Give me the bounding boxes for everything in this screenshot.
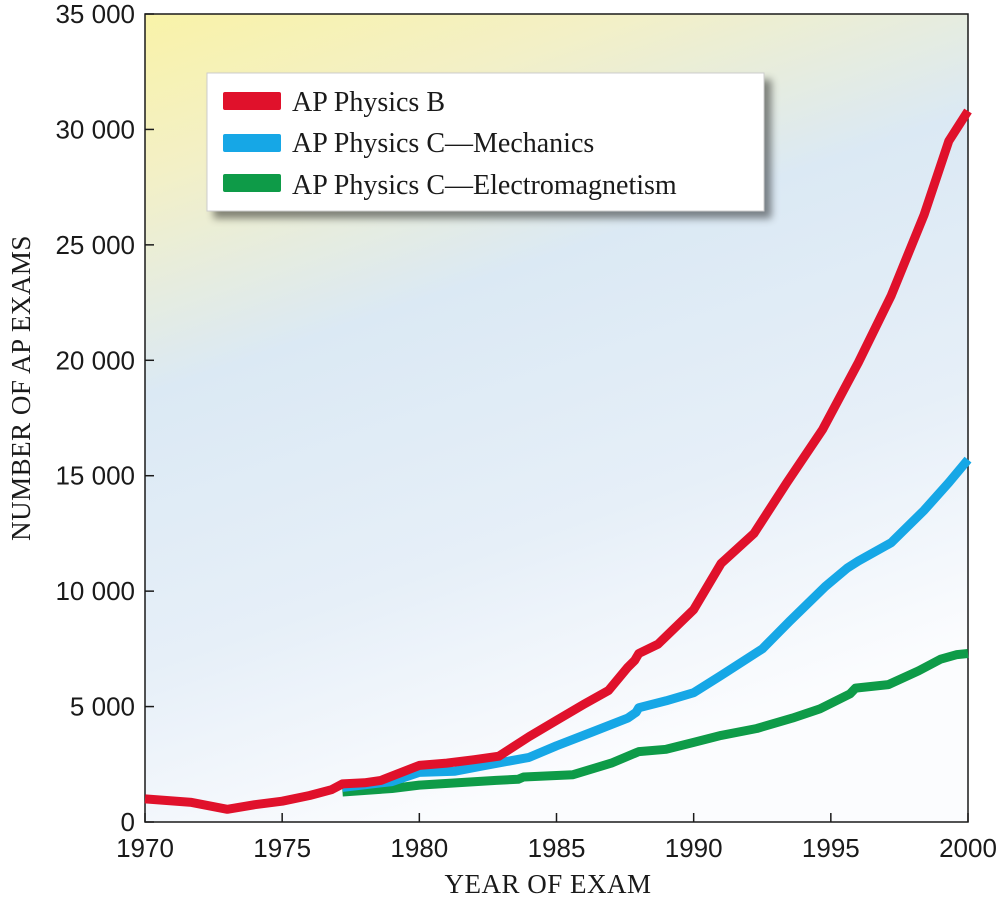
x-tick-label: 1995 bbox=[802, 833, 860, 863]
series-line-physics-b bbox=[144, 108, 972, 814]
y-axis-title: NUMBER OF AP EXAMS bbox=[6, 235, 36, 541]
y-tick-label: 5 000 bbox=[70, 692, 135, 722]
y-tick-label: 15 000 bbox=[55, 461, 135, 491]
x-tick-label: 1975 bbox=[253, 833, 311, 863]
legend-label-physics-c-mechanics: AP Physics C—Mechanics bbox=[292, 128, 594, 159]
x-tick-label: 1990 bbox=[665, 833, 723, 863]
x-tick-label: 1985 bbox=[528, 833, 586, 863]
series-line-physics-c-electromagnetism bbox=[342, 649, 969, 797]
legend: AP Physics B AP Physics C—Mechanics AP P… bbox=[206, 72, 765, 212]
legend-swatch-physics-c-electromagnetism bbox=[223, 174, 281, 192]
legend-swatch-physics-b bbox=[223, 92, 281, 110]
y-tick-label: 35 000 bbox=[55, 0, 135, 29]
ticks: 1970 1975 1980 1985 1990 1995 2000 0 5 000 10 000… bbox=[55, 0, 996, 863]
x-tick-label: 2000 bbox=[939, 833, 997, 863]
legend-label-physics-b: AP Physics B bbox=[292, 87, 445, 118]
x-tick-label: 1970 bbox=[116, 833, 174, 863]
y-tick-label: 10 000 bbox=[55, 576, 135, 606]
x-tick-label: 1980 bbox=[390, 833, 448, 863]
y-tick-label: 20 000 bbox=[55, 345, 135, 375]
x-axis-title: YEAR OF EXAM bbox=[444, 869, 651, 898]
legend-swatch-physics-c-mechanics bbox=[223, 134, 281, 152]
y-tick-label: 30 000 bbox=[55, 114, 135, 144]
series-line-physics-c-mechanics bbox=[341, 456, 972, 792]
y-tick-label: 0 bbox=[121, 807, 135, 837]
legend-box bbox=[206, 72, 765, 212]
series-layer bbox=[144, 108, 972, 814]
legend-label-physics-c-electromagnetism: AP Physics C—Electromagnetism bbox=[292, 170, 677, 201]
y-tick-label: 25 000 bbox=[55, 230, 135, 260]
